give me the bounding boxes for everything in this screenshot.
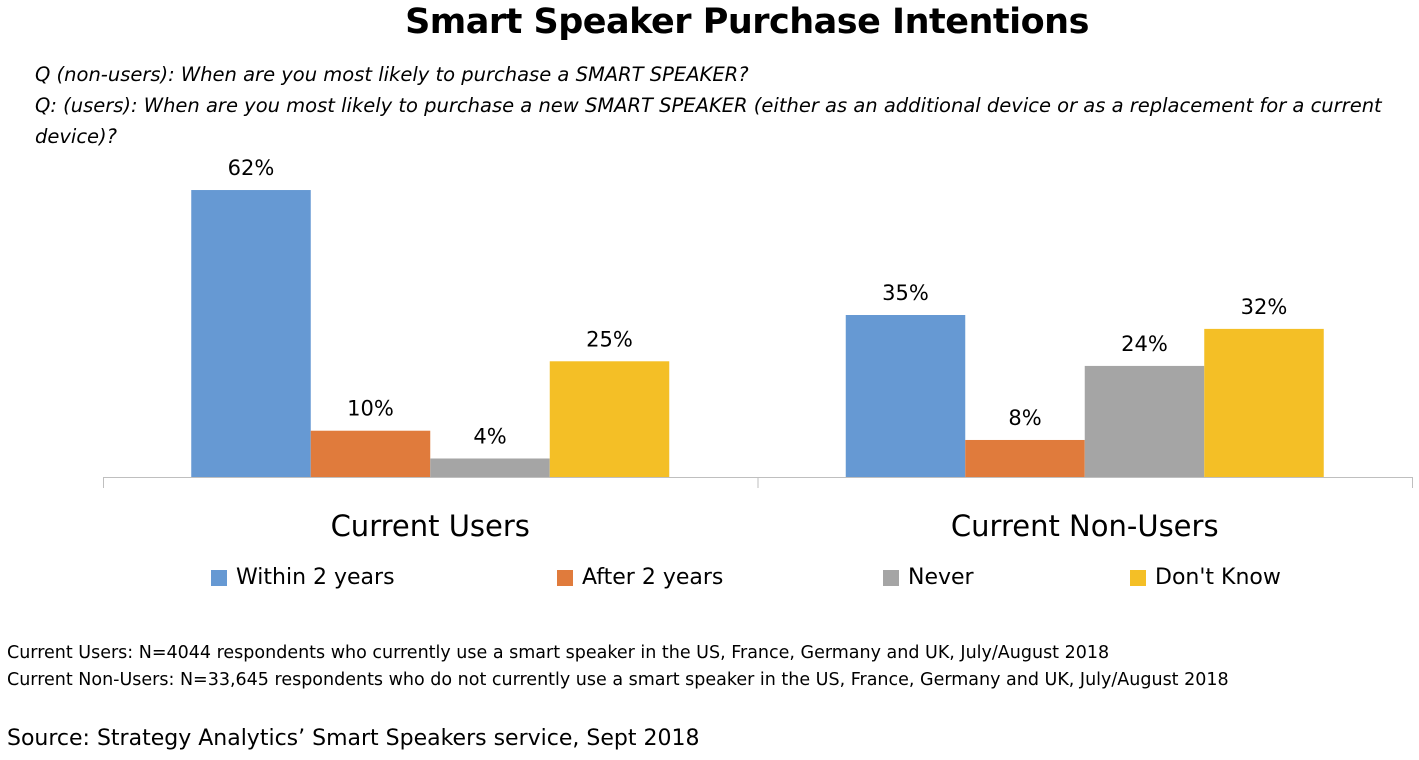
data-label: 24% <box>1121 332 1168 356</box>
category-label: Current Users <box>331 509 530 543</box>
bar-1-2 <box>1084 365 1205 477</box>
chart-title: Smart Speaker Purchase Intentions <box>405 2 1089 42</box>
data-label: 35% <box>882 281 929 305</box>
legend-label: Never <box>908 565 974 590</box>
source-note: Source: Strategy Analytics’ Smart Speake… <box>7 726 700 751</box>
legend-item: Never <box>883 565 974 590</box>
bar-1-0 <box>845 315 966 477</box>
legend-item: Within 2 years <box>211 565 395 590</box>
bar-0-0 <box>191 190 311 477</box>
bar-chart: 62% 10% 4% 25% Current Users 35% 8% 24% 32% Curre… <box>103 156 1413 543</box>
bar-0-1 <box>310 430 431 477</box>
category-label: Current Non-Users <box>951 509 1219 543</box>
legend-swatch <box>883 569 899 586</box>
data-label: 32% <box>1241 295 1288 319</box>
data-label: 4% <box>473 424 506 448</box>
bar-0-2 <box>430 458 550 477</box>
question-non-users: Q (non-users): When are you most likely … <box>35 63 749 86</box>
data-label: 62% <box>228 156 275 180</box>
data-label: 8% <box>1008 406 1041 430</box>
bar-1-3 <box>1204 328 1324 477</box>
legend-swatch <box>1130 569 1146 586</box>
legend-label: Within 2 years <box>236 565 395 590</box>
question-users-cont: device)? <box>35 125 118 148</box>
bar-1-1 <box>965 439 1085 477</box>
bar-0-3 <box>549 361 670 477</box>
legend-item: Don't Know <box>1130 565 1281 590</box>
note-current-users: Current Users: N=4044 respondents who cu… <box>7 643 1110 663</box>
data-label: 25% <box>586 327 633 351</box>
data-label: 10% <box>347 397 394 421</box>
legend-swatch <box>557 569 573 586</box>
legend-label: After 2 years <box>582 565 724 590</box>
legend-swatch <box>211 569 227 586</box>
note-current-non-users: Current Non-Users: N=33,645 respondents … <box>7 670 1229 690</box>
legend-label: Don't Know <box>1155 565 1281 590</box>
legend-item: After 2 years <box>557 565 723 590</box>
question-users: Q: (users): When are you most likely to … <box>35 94 1382 117</box>
